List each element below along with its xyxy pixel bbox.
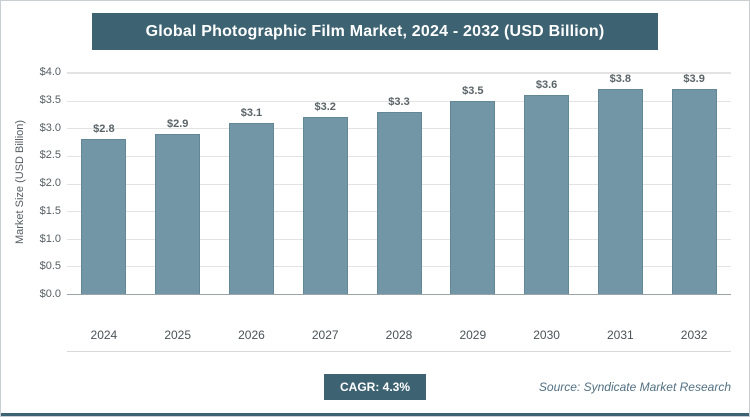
x-axis-label-2032: 2032: [680, 328, 708, 342]
bar-value-label: $3.8: [609, 73, 632, 85]
bar-value-label: $3.2: [314, 101, 336, 114]
y-axis-ticks: $0.0 $0.5 $1.0 $1.5 $2.0 $2.5 $3.0 $3.5 $4.0: [29, 66, 67, 300]
bar-column-2024: $2.8: [67, 73, 141, 294]
bar-2031: [597, 89, 643, 294]
y-axis-title-column: Market Size (USD Billion): [11, 72, 29, 320]
x-axis-label-2025: 2025: [164, 328, 192, 342]
x-axis-label-2030: 2030: [533, 328, 560, 342]
y-tick-label: $1.5: [39, 204, 61, 217]
x-axis-label-2027: 2027: [311, 328, 339, 342]
x-axis-label-2029: 2029: [459, 328, 487, 342]
bar-column-2027: $3.2: [288, 73, 362, 294]
bar-column-2031: $3.8: [583, 73, 657, 294]
y-tick-label: $2.5: [39, 149, 61, 162]
bar-2029: [450, 100, 496, 294]
bar-2026: [228, 122, 274, 294]
y-tick-label: $2.0: [39, 177, 61, 189]
cagr-badge: CAGR: 4.3%: [323, 374, 427, 400]
y-tick-label: $3.0: [39, 121, 61, 134]
bar-column-2026: $3.1: [215, 73, 289, 294]
x-axis-line: [67, 294, 731, 295]
bar-2030: [524, 95, 570, 294]
y-tick-label: $0.5: [39, 260, 61, 273]
x-axis-labels: 2024 2025 2026 2027 2028 2029 2030 2031 2032: [67, 320, 731, 352]
bar-column-2030: $3.6: [510, 73, 584, 294]
bar-2028: [376, 111, 422, 294]
bar-column-2025: $2.9: [141, 73, 215, 294]
bar-column-2029: $3.5: [436, 73, 510, 294]
chart-title: Global Photographic Film Market, 2024 - …: [92, 13, 658, 50]
x-axis-label-2024: 2024: [90, 328, 118, 342]
gridline: [67, 100, 731, 102]
y-axis-title: Market Size (USD Billion): [14, 119, 26, 245]
bar-value-label: $3.6: [535, 79, 558, 92]
gridline: [67, 73, 731, 74]
bar-value-label: $2.9: [166, 117, 189, 130]
bar-2025: [155, 133, 201, 294]
x-axis-label-2026: 2026: [238, 328, 265, 342]
plot-area: $2.8 $2.9 $3.1 $3.2 $3.3 $3.5 $3.6 $3.8 $3.9: [67, 72, 731, 295]
bar-value-label: $2.8: [93, 123, 115, 136]
y-tick-label: $4.0: [39, 66, 61, 78]
bar-column-2032: $3.9: [657, 73, 731, 294]
bar-value-label: $3.3: [388, 95, 410, 108]
source-attribution: Source: Syndicate Market Research: [538, 380, 731, 394]
bar-value-label: $3.5: [462, 84, 484, 97]
bar-2027: [302, 117, 348, 294]
bottom-accent-rule: [1, 413, 749, 416]
x-axis-label-2031: 2031: [607, 328, 634, 342]
chart-area: Market Size (USD Billion) $0.0 $0.5 $1.0 $1…: [11, 66, 731, 320]
x-axis-spacer: [11, 320, 67, 352]
bar-value-label: $3.1: [240, 106, 263, 119]
bar-2024: [81, 139, 127, 294]
footer: CAGR: 4.3% Source: Syndicate Market Rese…: [1, 374, 749, 400]
y-tick-label: $1.0: [39, 232, 61, 245]
x-axis: 2024 2025 2026 2027 2028 2029 2030 2031 2032: [11, 320, 731, 352]
y-tick-label: $3.5: [39, 93, 61, 106]
bar-column-2028: $3.3: [362, 73, 436, 294]
y-tick-label: $0.0: [39, 288, 61, 300]
x-axis-label-2028: 2028: [385, 328, 413, 342]
bar-value-label: $3.9: [683, 73, 705, 85]
bars-row: $2.8 $2.9 $3.1 $3.2 $3.3 $3.5 $3.6 $3.8 $3.9: [67, 73, 731, 294]
bar-2032: [671, 89, 717, 294]
